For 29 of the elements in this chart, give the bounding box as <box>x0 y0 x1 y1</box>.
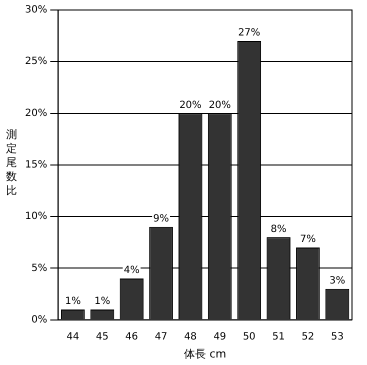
x-tick-label: 52 <box>302 331 314 342</box>
x-tick-label: 44 <box>66 331 80 342</box>
y-tick-label: 10% <box>24 211 48 222</box>
y-tick-label: 15% <box>24 159 48 170</box>
x-tick-label: 53 <box>330 331 344 342</box>
data-label: 3% <box>329 275 346 286</box>
data-label: 9% <box>153 213 169 224</box>
x-tick-label: 48 <box>184 331 197 342</box>
y-axis-title: 測定尾数比 <box>6 128 18 198</box>
y-tick-label: 20% <box>24 108 48 119</box>
data-label: 20% <box>179 100 202 111</box>
x-tick-label: 49 <box>213 331 226 342</box>
x-tick-label: 46 <box>125 331 138 342</box>
x-tick-label: 47 <box>154 331 168 342</box>
data-label: 8% <box>270 224 286 235</box>
y-tick-label: 25% <box>24 56 48 68</box>
data-label: 4% <box>124 265 140 276</box>
data-label: 1% <box>64 296 81 308</box>
x-tick-label: 51 <box>272 331 285 342</box>
data-label: 20% <box>208 100 231 111</box>
data-label: 27% <box>238 28 260 39</box>
x-tick-label: 45 <box>96 331 109 342</box>
x-axis-title: 体長 cm <box>184 347 226 360</box>
x-tick-label: 50 <box>242 331 256 342</box>
y-tick-label: 5% <box>31 262 48 274</box>
data-label: 7% <box>300 234 316 246</box>
data-label: 1% <box>94 296 110 308</box>
y-tick-label: 30% <box>24 4 48 16</box>
y-tick-label: 0% <box>31 314 48 326</box>
